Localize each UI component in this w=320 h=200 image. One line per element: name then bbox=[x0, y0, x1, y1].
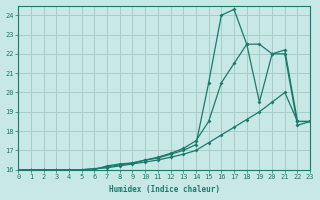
X-axis label: Humidex (Indice chaleur): Humidex (Indice chaleur) bbox=[109, 185, 220, 194]
